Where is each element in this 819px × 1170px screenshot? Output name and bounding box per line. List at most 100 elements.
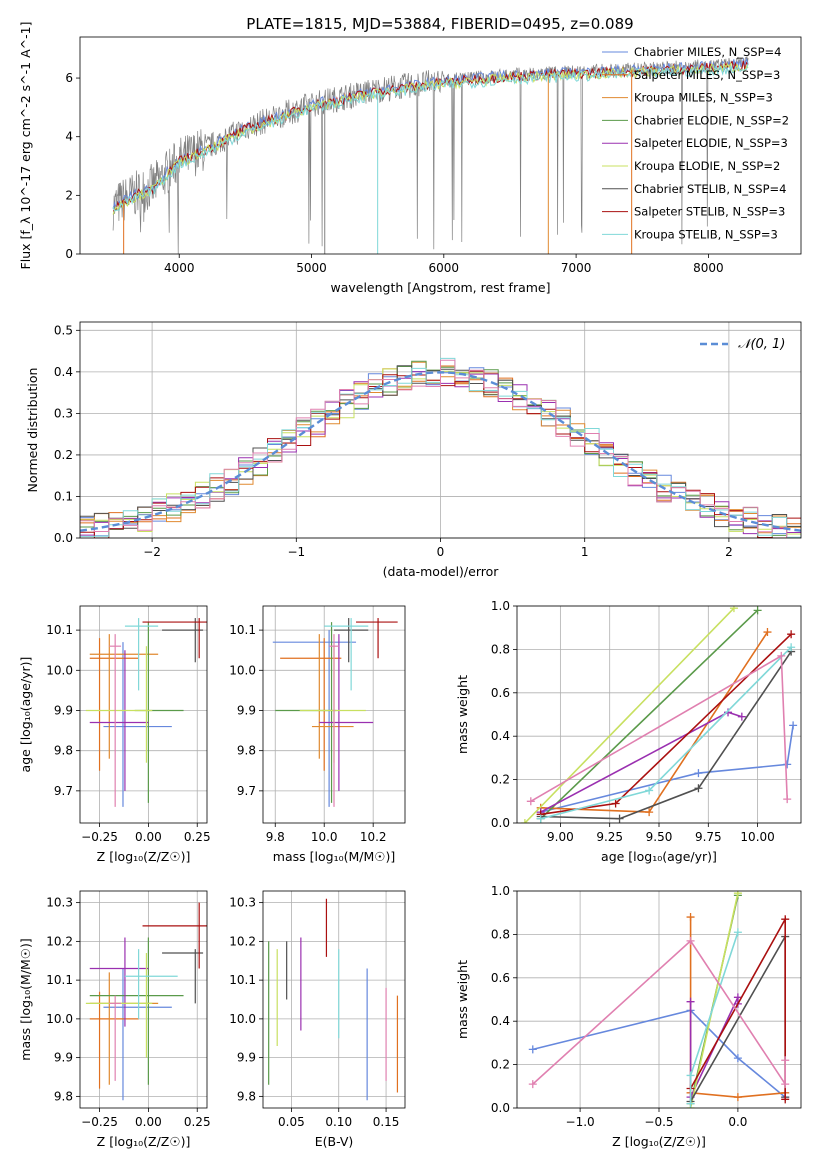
x-tick-label: 10.2	[360, 830, 387, 844]
series-marker-pink	[781, 1056, 790, 1065]
series-marker-kroupa_stelib	[686, 1071, 695, 1080]
axes-frame	[262, 605, 406, 824]
plot-area	[272, 618, 398, 807]
legend-label-chabrier_miles: Chabrier MILES, N_SSP=4	[634, 45, 781, 59]
series-marker-kroupa_stelib	[645, 786, 654, 795]
y-tick-label: 0.8	[491, 642, 510, 656]
x-tick-label: −0.25	[81, 1115, 118, 1129]
plot-area	[85, 902, 207, 1101]
series-line-kroupa_elodie	[689, 893, 739, 1108]
x-tick-label: 9.50	[646, 830, 673, 844]
series-marker-pink	[777, 651, 786, 660]
series-marker-salpeter_miles	[645, 808, 654, 817]
y-tick-label: 9.9	[54, 1051, 73, 1065]
series-marker-chabrier_miles	[733, 1054, 742, 1063]
axes-frame	[79, 605, 208, 824]
y-axis-label: mass [log₁₀(M/M☉)]	[18, 938, 33, 1060]
y-axis-label: Flux [f_λ 10^-17 erg cm^-2 s^-1 A^-1]	[18, 22, 33, 270]
y-tick-label: 1.0	[491, 599, 510, 613]
x-tick-label: 0.00	[135, 1115, 162, 1129]
x-tick-label: −0.25	[81, 830, 118, 844]
x-tick-label: 9.00	[547, 830, 574, 844]
series-marker-pink	[528, 1080, 537, 1089]
y-tick-label: 10.1	[229, 973, 256, 987]
x-tick-label: −1.0	[566, 1115, 595, 1129]
legend-label-chabrier_elodie: Chabrier ELODIE, N_SSP=2	[634, 113, 789, 127]
x-tick-label: 0.10	[325, 1115, 352, 1129]
histogram-pink	[80, 359, 801, 538]
series-line-pink	[532, 939, 786, 1087]
series-marker-chabrier_stelib	[694, 784, 703, 793]
legend-label-chabrier_stelib: Chabrier STELIB, N_SSP=4	[634, 182, 786, 196]
x-tick-label: −2	[143, 545, 161, 559]
series-marker-salpeter_elodie	[737, 712, 746, 721]
x-tick-label: 0.00	[135, 830, 162, 844]
y-tick-label: 10.0	[46, 1012, 73, 1026]
panel-spectrum: 4000 5000 6000 7000 8000 0 2 4 6 wavelength [Angs…	[18, 22, 802, 295]
series-marker-chabrier_miles	[528, 1045, 537, 1054]
y-tick-label: 1.0	[491, 884, 510, 898]
series-marker-salpeter_elodie	[724, 708, 733, 717]
series-marker-chabrier_elodie	[753, 606, 762, 615]
y-tick-label: 9.8	[54, 744, 73, 758]
x-axis-label: mass [log₁₀(M/M☉)]	[273, 849, 395, 864]
y-tick-label: 9.9	[237, 1051, 256, 1065]
x-tick-label: 2	[725, 545, 733, 559]
series-marker-kroupa_stelib	[536, 814, 545, 823]
x-tick-label: 10.0	[311, 830, 338, 844]
series-marker-salpeter_miles	[763, 628, 772, 637]
y-tick-label: 0.2	[54, 448, 73, 462]
y-tick-label: 0.4	[491, 1014, 510, 1028]
x-tick-label: 4000	[164, 261, 195, 275]
legend-label-normal: 𝒩(0, 1)	[738, 337, 785, 352]
legend-label-salpeter_elodie: Salpeter ELODIE, N_SSP=3	[634, 136, 788, 150]
x-tick-label: 0.05	[278, 1115, 305, 1129]
x-tick-label: 10.00	[740, 830, 774, 844]
y-tick-label: 10.2	[46, 934, 73, 948]
series-marker-chabrier_stelib	[615, 814, 624, 823]
series-marker-kroupa_elodie	[520, 819, 529, 823]
plot-area	[85, 618, 207, 807]
y-axis-label: Normed distribution	[25, 368, 40, 493]
y-axis-label: age [log₁₀(age/yr)]	[18, 657, 33, 773]
panel-weight_vs_age: 9.00 9.25 9.50 9.75 10.00 0.0 0.2 0.4 0.6 0.8 1.0 a…	[455, 599, 802, 864]
y-tick-label: 0.3	[54, 406, 73, 420]
x-tick-label: 0.25	[184, 1115, 211, 1129]
series-line-kroupa_elodie	[524, 607, 735, 823]
x-axis-label: Z [log₁₀(Z/Z☉)]	[612, 1134, 706, 1149]
normal-curve	[80, 371, 801, 532]
series-model-kroupa_elodie	[112, 62, 749, 215]
series-marker-salpeter_stelib	[781, 1095, 790, 1104]
panel-age_vs_Z: −0.25 0.00 0.25 9.7 9.8 9.9 10.0 10.1 Z [log₁₀(Z…	[18, 605, 211, 864]
x-tick-label: −1	[287, 545, 305, 559]
y-tick-label: 9.9	[237, 703, 256, 717]
series-line-chabrier_stelib	[540, 651, 792, 820]
legend-label-salpeter_stelib: Salpeter STELIB, N_SSP=3	[634, 205, 785, 219]
series-marker-salpeter_miles	[686, 913, 695, 922]
y-tick-label: 0.4	[54, 365, 73, 379]
y-tick-label: 9.9	[54, 703, 73, 717]
series-marker-salpeter_miles	[733, 1093, 742, 1102]
x-axis-label: Z [log₁₀(Z/Z☉)]	[97, 1134, 191, 1149]
series-marker-pink	[686, 936, 695, 945]
x-tick-label: 1	[581, 545, 589, 559]
plot-area	[112, 56, 749, 254]
panel-mass_vs_Z: −0.25 0.00 0.25 9.8 9.9 10.0 10.1 10.2 10.3 Z [lo…	[18, 890, 211, 1149]
x-tick-label: 0.15	[373, 1115, 400, 1129]
series-model-kroupa_stelib	[112, 63, 749, 212]
series-marker-chabrier_miles	[783, 760, 792, 769]
series-marker-pink	[783, 795, 792, 804]
series-line-chabrier_miles	[532, 1009, 786, 1098]
y-tick-label: 10.1	[46, 973, 73, 987]
series-marker-salpeter_elodie	[686, 997, 695, 1006]
series-line-chabrier_miles	[540, 725, 794, 813]
y-tick-label: 0.8	[491, 927, 510, 941]
axes-frame	[79, 890, 208, 1109]
y-tick-label: 10.0	[229, 663, 256, 677]
y-tick-label: 0.1	[54, 489, 73, 503]
legend-label-kroupa_miles: Kroupa MILES, N_SSP=3	[634, 91, 773, 105]
y-tick-label: 10.0	[229, 1012, 256, 1026]
legend-label-kroupa_stelib: Kroupa STELIB, N_SSP=3	[634, 227, 778, 241]
y-tick-label: 2	[65, 188, 73, 202]
y-tick-label: 0.4	[491, 729, 510, 743]
